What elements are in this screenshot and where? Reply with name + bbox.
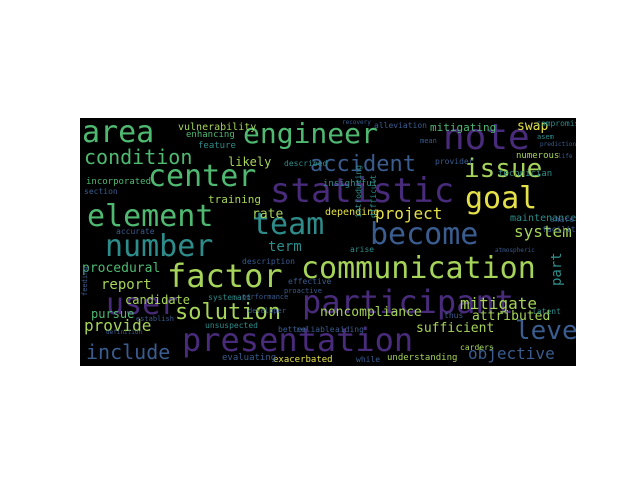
word-accurate: accurate (116, 227, 155, 236)
word-atmospheric: atmospheric (495, 247, 535, 254)
word-definition: definition (106, 329, 143, 336)
word-insightful: insightful (323, 179, 378, 189)
word-enhancing: enhancing (186, 130, 235, 140)
word-while: while (356, 355, 381, 364)
word-element: element (87, 199, 214, 234)
word-understanding: understanding (387, 353, 458, 363)
word-systemati: systemati (208, 293, 252, 302)
word-procedural: procedural (82, 261, 161, 276)
word-reliable: reliable (296, 325, 335, 334)
word-maintenance: maintenance (510, 213, 576, 224)
word-prediction: prediction (540, 141, 576, 148)
word-project: project (375, 204, 443, 223)
word-developer: developer (248, 307, 286, 315)
word-number: number (105, 229, 214, 264)
word-performance: performance (242, 293, 289, 301)
word-life: life (558, 153, 573, 160)
word-report: report (101, 277, 152, 293)
word-pursue: pursue (91, 307, 135, 321)
word-become: become (370, 217, 479, 252)
word-facilitate: facilitate (542, 225, 576, 234)
word-feature: feature (198, 141, 236, 151)
word-mitigate: mitigate (460, 294, 538, 313)
word-part: part (549, 252, 565, 286)
word-aiding: aiding (335, 325, 364, 334)
word-better: better (278, 325, 307, 334)
word-feeding: feeding (81, 266, 89, 296)
word-training: training (208, 193, 261, 206)
word-mean: mean (420, 137, 437, 145)
word-numerous: numerous (516, 151, 560, 161)
word-depending: depending (325, 207, 380, 218)
word-team: team (252, 207, 325, 242)
word-asem: asem (537, 133, 554, 141)
word-include: include (86, 340, 171, 364)
word-recovery: recovery (342, 119, 371, 126)
word-level: level (515, 316, 576, 346)
word-user: user (106, 287, 179, 322)
word-likely: likely (228, 155, 272, 169)
word-proactive: proactive (284, 287, 322, 295)
word-term: term (268, 239, 302, 255)
word-thus: thus (444, 311, 464, 320)
word-introducing: introducing (354, 165, 363, 218)
word-rate: rate (252, 207, 284, 222)
word-candidate: candidate (125, 293, 191, 307)
word-accident: accident (310, 152, 416, 177)
word-condition: condition (84, 145, 193, 169)
word-carders: carders (460, 343, 494, 352)
word-communication: communication (301, 251, 536, 286)
word-exacerbated: exacerbated (273, 355, 333, 365)
word-presentation: presentation (182, 321, 414, 359)
word-difficult: difficult (369, 174, 378, 218)
word-participant: participant (302, 283, 514, 321)
word-center: center (148, 159, 257, 194)
word-goal: goal (465, 181, 538, 216)
word-described: described (284, 159, 328, 168)
word-factor: factor (167, 257, 283, 295)
word-arise: arise (350, 245, 375, 254)
word-noncompliance: noncompliance (320, 305, 422, 320)
word-solution: solution (175, 300, 281, 325)
word-engineer: engineer (243, 118, 378, 150)
word-effective: effective (288, 277, 332, 286)
word-evaluating: evaluating (222, 353, 277, 363)
word-technician: technician (498, 169, 553, 179)
word-share: share (550, 215, 575, 224)
word-alleviation: alleviation (374, 121, 427, 130)
word-section: section (84, 187, 118, 196)
word-latent: latent (532, 307, 561, 316)
word-issue: issue (464, 154, 543, 184)
word-vulnerability: vulnerability (178, 122, 257, 133)
word-sufficient: sufficient (416, 321, 495, 336)
word-area: area (82, 118, 155, 150)
word-description: description (242, 257, 295, 266)
word-attributed: attributed (472, 309, 551, 324)
word-provide: provide (84, 316, 152, 335)
word-note: note (443, 118, 530, 158)
word-statistic: statistic (270, 171, 455, 211)
word-establish: establish (136, 315, 174, 323)
word-mitigating: mitigating (430, 121, 497, 134)
word-incorporated: incorporated (86, 177, 152, 187)
word-objective: objective (468, 344, 555, 363)
word-system: system (514, 222, 572, 241)
word-provider: provider (435, 157, 474, 166)
word-swap: swap (517, 119, 549, 134)
word-cloud: area engineer note issue condition accident ce… (80, 118, 576, 366)
word-compromise: compromise (536, 119, 576, 128)
word-unsuspected: unsuspected (205, 321, 258, 330)
